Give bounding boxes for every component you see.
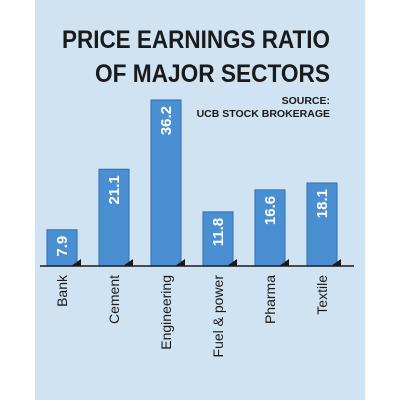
source-name: UCB STOCK BROKERAGE [197,108,330,120]
bar-cement [98,168,130,267]
bar-notch [227,259,237,266]
bar-notch [175,259,185,266]
bar-textile [306,182,338,267]
bar-value-label: 18.1 [314,189,331,218]
bar-value-label: 11.8 [210,218,227,246]
bar-notch [71,259,81,266]
bar-notch [279,259,289,266]
bar-value-label: 16.6 [262,196,279,225]
bar-notch [123,259,133,266]
bar-bank [46,229,78,267]
category-labels-group: Bank Cement Engineering Fuel & power Pharma T… [54,274,330,357]
category-label: Cement [106,275,122,324]
source-label: SOURCE: [282,95,330,107]
chart-title-line-2: OF MAJOR SECTORS [95,60,330,88]
bar-notch [331,259,341,266]
category-label: Pharma [262,275,278,324]
category-label: Engineering [158,275,174,350]
bar-pharma [254,189,286,267]
bar-value-label: 36.2 [158,106,175,135]
category-label: Fuel & power [210,275,226,358]
category-label: Bank [54,274,70,307]
category-label: Textile [314,275,330,315]
bar-value-label: 7.9 [54,236,71,257]
bar-engineering [150,99,182,267]
chart-title-line-1: PRICE EARNINGS RATIO [62,26,330,54]
bar-value-label: 21.1 [106,175,123,204]
bars-group: 7.9 21.1 36.2 11.8 16.6 18.1 [46,99,341,267]
